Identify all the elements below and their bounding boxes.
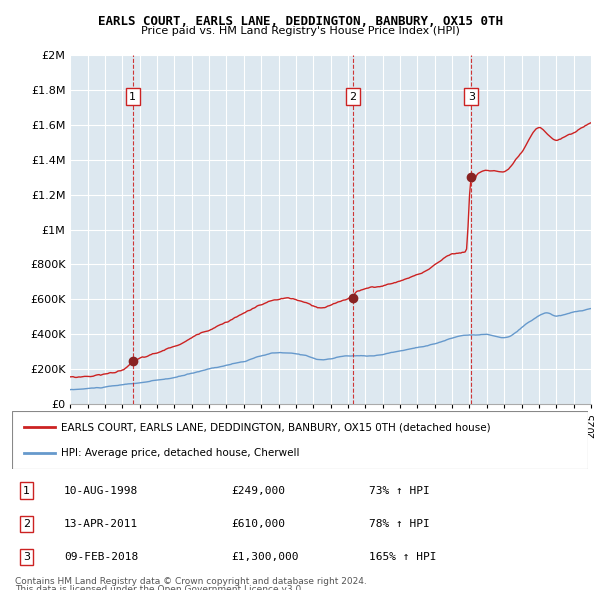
Text: Price paid vs. HM Land Registry's House Price Index (HPI): Price paid vs. HM Land Registry's House … xyxy=(140,26,460,36)
Text: 2: 2 xyxy=(349,92,356,102)
Text: £1,300,000: £1,300,000 xyxy=(231,552,298,562)
Text: 09-FEB-2018: 09-FEB-2018 xyxy=(64,552,138,562)
Text: EARLS COURT, EARLS LANE, DEDDINGTON, BANBURY, OX15 0TH (detached house): EARLS COURT, EARLS LANE, DEDDINGTON, BAN… xyxy=(61,422,491,432)
Text: 78% ↑ HPI: 78% ↑ HPI xyxy=(369,519,430,529)
Text: HPI: Average price, detached house, Cherwell: HPI: Average price, detached house, Cher… xyxy=(61,448,299,458)
Text: 1: 1 xyxy=(23,486,30,496)
Text: 3: 3 xyxy=(23,552,30,562)
Text: 3: 3 xyxy=(468,92,475,102)
Text: 165% ↑ HPI: 165% ↑ HPI xyxy=(369,552,437,562)
Text: Contains HM Land Registry data © Crown copyright and database right 2024.: Contains HM Land Registry data © Crown c… xyxy=(15,577,367,586)
Text: £249,000: £249,000 xyxy=(231,486,285,496)
Text: 1: 1 xyxy=(129,92,136,102)
Text: £610,000: £610,000 xyxy=(231,519,285,529)
Text: 10-AUG-1998: 10-AUG-1998 xyxy=(64,486,138,496)
Text: 13-APR-2011: 13-APR-2011 xyxy=(64,519,138,529)
Text: EARLS COURT, EARLS LANE, DEDDINGTON, BANBURY, OX15 0TH: EARLS COURT, EARLS LANE, DEDDINGTON, BAN… xyxy=(97,15,503,28)
Text: 2: 2 xyxy=(23,519,30,529)
Text: 73% ↑ HPI: 73% ↑ HPI xyxy=(369,486,430,496)
Text: This data is licensed under the Open Government Licence v3.0.: This data is licensed under the Open Gov… xyxy=(15,585,304,590)
